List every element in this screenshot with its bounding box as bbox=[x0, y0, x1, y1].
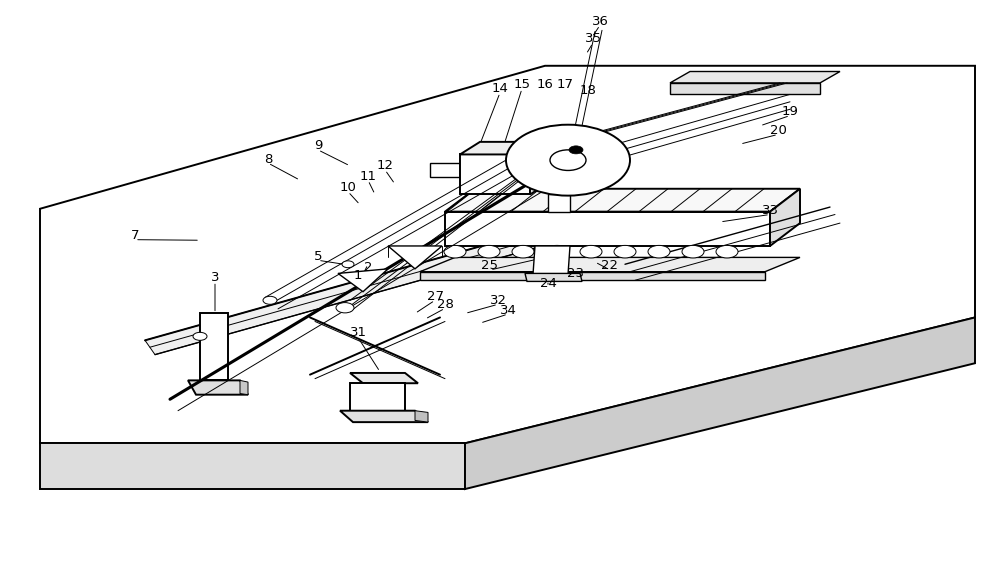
Circle shape bbox=[193, 332, 207, 340]
Circle shape bbox=[478, 245, 500, 258]
Text: 5: 5 bbox=[314, 250, 322, 263]
Polygon shape bbox=[388, 246, 442, 269]
Polygon shape bbox=[530, 142, 550, 194]
Polygon shape bbox=[200, 313, 228, 380]
Text: 7: 7 bbox=[131, 229, 139, 242]
Polygon shape bbox=[420, 257, 800, 272]
Circle shape bbox=[569, 146, 583, 154]
Polygon shape bbox=[445, 212, 770, 246]
Polygon shape bbox=[40, 443, 465, 489]
Circle shape bbox=[506, 125, 630, 196]
Polygon shape bbox=[670, 72, 840, 83]
Polygon shape bbox=[145, 197, 665, 355]
Text: 17: 17 bbox=[556, 78, 574, 91]
Text: 23: 23 bbox=[566, 267, 584, 280]
Text: 1: 1 bbox=[354, 269, 362, 282]
Text: 16: 16 bbox=[537, 78, 553, 91]
Circle shape bbox=[342, 261, 354, 268]
Circle shape bbox=[648, 245, 670, 258]
Circle shape bbox=[263, 296, 277, 304]
Polygon shape bbox=[338, 269, 388, 292]
Circle shape bbox=[682, 245, 704, 258]
Text: 27: 27 bbox=[426, 290, 444, 303]
Polygon shape bbox=[525, 273, 582, 281]
Text: 2: 2 bbox=[364, 261, 372, 274]
Text: 28: 28 bbox=[437, 298, 453, 311]
Polygon shape bbox=[533, 246, 570, 275]
Circle shape bbox=[512, 245, 534, 258]
Text: 31: 31 bbox=[350, 327, 366, 339]
Text: 22: 22 bbox=[602, 260, 618, 272]
Circle shape bbox=[336, 303, 354, 313]
Polygon shape bbox=[420, 272, 765, 280]
Circle shape bbox=[580, 245, 602, 258]
Text: 10: 10 bbox=[340, 181, 356, 194]
Polygon shape bbox=[548, 194, 570, 212]
Text: 19: 19 bbox=[782, 105, 798, 118]
Text: 15: 15 bbox=[514, 78, 530, 91]
Polygon shape bbox=[350, 383, 405, 411]
Circle shape bbox=[546, 245, 568, 258]
Polygon shape bbox=[340, 411, 428, 422]
Text: 3: 3 bbox=[211, 271, 219, 284]
Polygon shape bbox=[445, 189, 800, 212]
Text: 18: 18 bbox=[580, 84, 596, 97]
Polygon shape bbox=[188, 380, 248, 395]
Polygon shape bbox=[430, 163, 460, 177]
Polygon shape bbox=[460, 142, 550, 154]
Text: 34: 34 bbox=[500, 304, 516, 316]
Polygon shape bbox=[350, 373, 418, 383]
Circle shape bbox=[614, 245, 636, 258]
Polygon shape bbox=[465, 317, 975, 489]
Text: 24: 24 bbox=[540, 277, 556, 289]
Polygon shape bbox=[415, 411, 428, 422]
Text: 12: 12 bbox=[376, 160, 394, 172]
Polygon shape bbox=[240, 380, 248, 395]
Circle shape bbox=[444, 245, 466, 258]
Text: 14: 14 bbox=[492, 82, 508, 95]
Text: 9: 9 bbox=[314, 140, 322, 152]
Polygon shape bbox=[770, 189, 800, 246]
Text: 35: 35 bbox=[584, 33, 602, 45]
Text: 32: 32 bbox=[490, 294, 507, 307]
Circle shape bbox=[550, 150, 586, 170]
Polygon shape bbox=[40, 66, 975, 443]
Text: 33: 33 bbox=[762, 204, 778, 217]
Text: 20: 20 bbox=[770, 124, 786, 137]
Polygon shape bbox=[460, 154, 530, 194]
Text: 25: 25 bbox=[482, 260, 498, 272]
Text: 8: 8 bbox=[264, 153, 272, 165]
Circle shape bbox=[716, 245, 738, 258]
Text: 11: 11 bbox=[360, 170, 376, 182]
Polygon shape bbox=[670, 83, 820, 94]
Text: 36: 36 bbox=[592, 15, 608, 28]
